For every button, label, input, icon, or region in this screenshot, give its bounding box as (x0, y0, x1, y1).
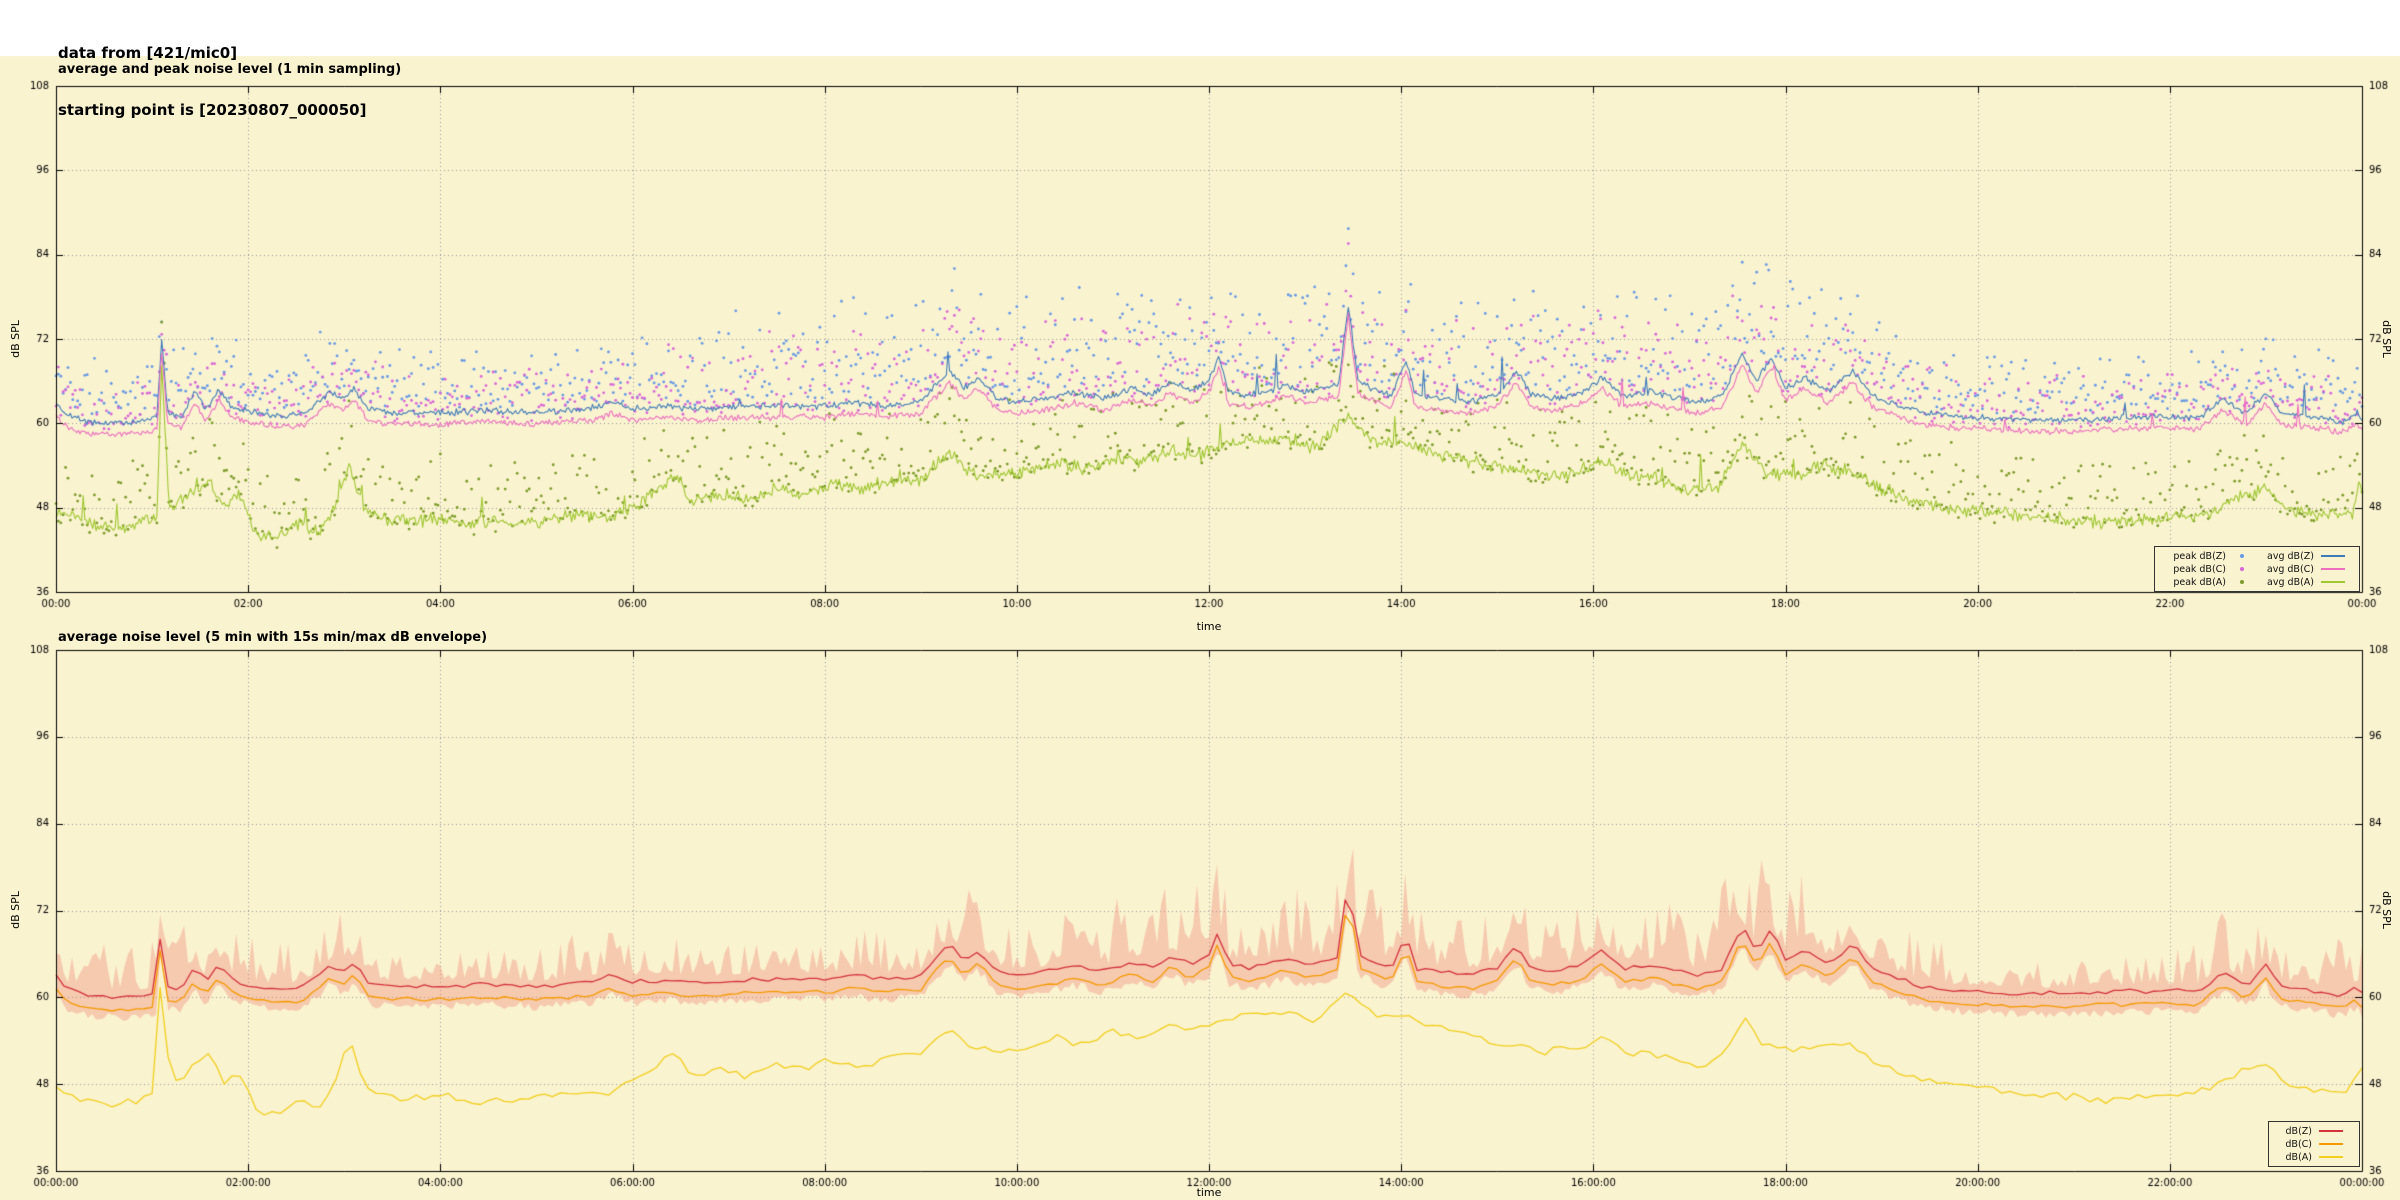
chart2-ylabel-left: dB SPL (9, 891, 22, 929)
legend-row: peak dB(C) avg dB(C) (2161, 563, 2353, 575)
legend-label: dB(C) (2285, 1138, 2312, 1150)
line-swatch-icon (2319, 1143, 2343, 1145)
legend-label: dB(A) (2285, 1151, 2312, 1163)
legend-label: dB(Z) (2285, 1125, 2312, 1137)
legend-label: avg dB(Z) (2267, 550, 2314, 562)
chart1-title: average and peak noise level (1 min samp… (58, 62, 402, 77)
legend-label: peak dB(C) (2173, 563, 2226, 575)
legend-line-marker (2319, 568, 2353, 570)
legend-line-marker (2317, 1156, 2353, 1158)
dot-swatch-icon (2240, 554, 2244, 558)
chart1-xlabel: time (1196, 620, 1222, 633)
legend-label: avg dB(A) (2267, 576, 2314, 588)
line-swatch-icon (2319, 1156, 2343, 1158)
line-swatch-icon (2319, 1130, 2343, 1132)
legend-row: dB(C) (2275, 1138, 2353, 1150)
header-start-line: starting point is [20230807_000050] (58, 101, 367, 119)
legend-line-marker (2317, 1143, 2353, 1145)
chart2-legend: dB(Z) dB(C) dB(A) (2268, 1121, 2360, 1167)
legend-label: peak dB(Z) (2173, 550, 2226, 562)
chart1-ylabel-right: dB SPL (2380, 320, 2393, 358)
legend-row: dB(A) (2275, 1151, 2353, 1163)
chart1-ylabel-left: dB SPL (9, 320, 22, 358)
line-swatch-icon (2321, 568, 2345, 570)
chart2-ylabel-right: dB SPL (2380, 891, 2393, 929)
line-swatch-icon (2321, 555, 2345, 557)
legend-label: peak dB(A) (2173, 576, 2226, 588)
chart1-legend: peak dB(Z) avg dB(Z) peak dB(C) avg dB(C) pe… (2154, 546, 2360, 592)
legend-dot-marker (2231, 580, 2257, 584)
legend-line-marker (2317, 1130, 2353, 1132)
legend-row: peak dB(Z) avg dB(Z) (2161, 550, 2353, 562)
legend-line-marker (2319, 581, 2353, 583)
report-header: data from [421/mic0] starting point is [… (58, 6, 366, 139)
legend-dot-marker (2231, 567, 2257, 571)
header-source-line: data from [421/mic0] (58, 44, 238, 62)
dot-swatch-icon (2240, 567, 2244, 571)
legend-label: avg dB(C) (2266, 563, 2314, 575)
legend-row: dB(Z) (2275, 1125, 2353, 1137)
legend-row: peak dB(A) avg dB(A) (2161, 576, 2353, 588)
chart2-title: average noise level (5 min with 15s min/… (58, 630, 488, 645)
chart2-xlabel: time (1196, 1186, 1222, 1199)
legend-dot-marker (2231, 554, 2257, 558)
line-swatch-icon (2321, 581, 2345, 583)
dot-swatch-icon (2240, 580, 2244, 584)
legend-line-marker (2319, 555, 2353, 557)
